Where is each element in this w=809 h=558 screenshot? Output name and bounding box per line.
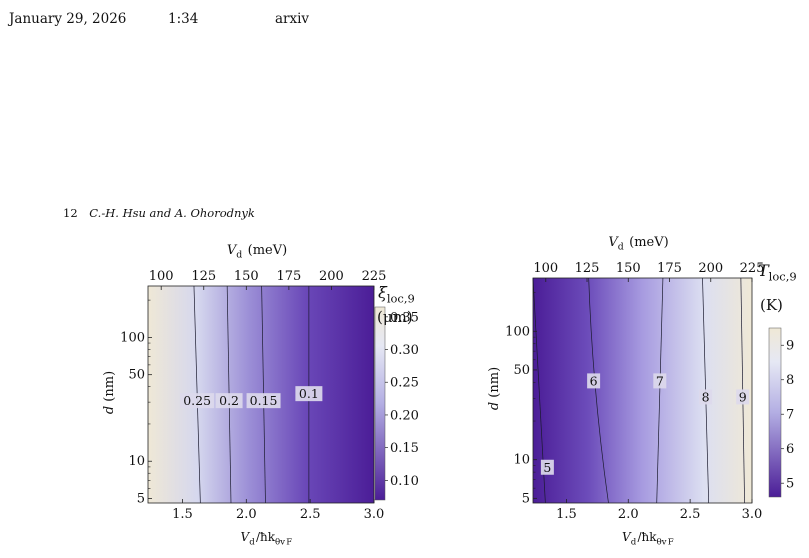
running-head-authors: C.-H. Hsu and A. Ohorodnyk bbox=[89, 206, 255, 220]
contour-label-6: 6 bbox=[590, 373, 598, 388]
contour-line-5 bbox=[532, 277, 546, 504]
heatmap-field bbox=[533, 278, 752, 503]
colorbar-tick-label: 5 bbox=[786, 477, 794, 492]
colorbar-unit: (μm) bbox=[377, 308, 413, 326]
colorbar-title: ξloc,9 bbox=[378, 283, 416, 305]
running-head: 12 C.-H. Hsu and A. Ohorodnyk bbox=[63, 206, 255, 220]
top-tick-label: 100 bbox=[149, 269, 174, 284]
top-tick-label: 100 bbox=[533, 261, 558, 276]
contour-label-bg-0.25 bbox=[180, 393, 215, 409]
contour-label-bg-5 bbox=[540, 459, 554, 475]
y-tick-label: 10 bbox=[513, 453, 530, 468]
y-tick-label: 10 bbox=[128, 454, 145, 469]
contour-label-0.25: 0.25 bbox=[183, 393, 211, 408]
y-tick-label: 50 bbox=[513, 363, 530, 378]
colorbar-tick-label: 7 bbox=[786, 408, 794, 423]
bottom-tick-label: 2.0 bbox=[618, 507, 639, 522]
page-number: 12 bbox=[63, 206, 78, 220]
y-tick-label: 100 bbox=[505, 324, 530, 339]
colorbar-tick-label: 6 bbox=[786, 442, 794, 457]
colorbar-tick-label: 0.20 bbox=[390, 408, 419, 423]
plot-frame bbox=[147, 285, 375, 504]
header-date: January 29, 2026 bbox=[9, 11, 126, 27]
contour-label-9: 9 bbox=[739, 389, 747, 404]
top-tick-label: 225 bbox=[740, 261, 765, 276]
bottom-tick-label: 3.0 bbox=[364, 507, 385, 522]
header-label-text: arxiv bbox=[275, 11, 310, 27]
header-label: arxiv bbox=[275, 11, 309, 27]
colorbar-tick-label: 8 bbox=[786, 373, 794, 388]
contour-label-bg-0.15 bbox=[246, 393, 281, 409]
top-tick-label: 125 bbox=[191, 269, 216, 284]
bottom-tick-label: 1.5 bbox=[172, 507, 193, 522]
y-tick-label: 50 bbox=[128, 368, 145, 383]
chart-panel-2: 5 6 7 8 9 1.5 2.0 2.5 3.0 Vd /ħkθv F 100 125 150 175… bbox=[487, 235, 798, 547]
colorbar-tick-label: 0.10 bbox=[390, 474, 419, 489]
y-tick-label: 5 bbox=[522, 491, 530, 506]
colorbar-unit: (K) bbox=[760, 296, 783, 314]
colorbar-tick-label: 0.30 bbox=[390, 343, 419, 358]
contour-label-bg-0.1 bbox=[295, 386, 323, 402]
header-time: 1:34 bbox=[168, 11, 198, 27]
top-tick-label: 200 bbox=[698, 261, 723, 276]
contour-label-7: 7 bbox=[656, 373, 664, 388]
y-axis-label: d (nm) bbox=[102, 371, 117, 414]
colorbar-tick-label: 0.15 bbox=[390, 441, 419, 456]
header-date-text: January 29, 2026 bbox=[9, 11, 127, 27]
chart-panel-1: 0.25 0.2 0.15 0.11.5 2.0 2.5 3.0Vd /ħkθv F 100… bbox=[102, 243, 419, 547]
bottom-tick-label: 2.0 bbox=[236, 507, 257, 522]
contour-label-bg-7 bbox=[653, 373, 667, 389]
contour-label-0.2: 0.2 bbox=[219, 393, 239, 408]
contour-label-bg-6 bbox=[587, 373, 601, 389]
contour-line-6 bbox=[588, 277, 609, 504]
contour-label-0.1: 0.1 bbox=[299, 386, 319, 401]
bottom-tick-label: 1.5 bbox=[556, 507, 577, 522]
top-tick-label: 175 bbox=[276, 269, 301, 284]
contour-label-8: 8 bbox=[702, 389, 710, 404]
colorbar-tick-label: 9 bbox=[786, 339, 794, 354]
top-tick-label: 225 bbox=[362, 269, 387, 284]
bottom-axis-label: Vd /ħkθv F bbox=[622, 530, 675, 547]
contour-label-bg-0.2 bbox=[215, 393, 243, 409]
bottom-tick-label: 2.5 bbox=[680, 507, 701, 522]
top-tick-label: 150 bbox=[234, 269, 259, 284]
header-time-text: 1:34 bbox=[168, 11, 199, 27]
top-axis-label: Vd (meV) bbox=[608, 235, 668, 253]
contour-label-0.15: 0.15 bbox=[250, 393, 278, 408]
bottom-axis-label: Vd /ħkθv F bbox=[241, 530, 294, 547]
colorbar-tick-label: 0.35 bbox=[390, 310, 419, 325]
top-axis-label: Vd (meV) bbox=[227, 243, 287, 261]
contour-label-5: 5 bbox=[543, 460, 551, 475]
contour-label-bg-9 bbox=[736, 389, 750, 405]
bottom-tick-label: 3.0 bbox=[742, 507, 763, 522]
top-tick-label: 150 bbox=[616, 261, 641, 276]
y-tick-label: 5 bbox=[137, 492, 145, 507]
colorbar-tick-label: 0.25 bbox=[390, 376, 419, 391]
y-axis-label: d (nm) bbox=[487, 367, 502, 410]
colorbar bbox=[374, 306, 386, 501]
bottom-tick-label: 2.5 bbox=[300, 507, 321, 522]
contour-line-7 bbox=[656, 277, 664, 504]
top-tick-label: 125 bbox=[575, 261, 600, 276]
y-tick-label: 100 bbox=[120, 330, 145, 345]
top-tick-label: 200 bbox=[319, 269, 344, 284]
colorbar-title: Tloc,9 bbox=[758, 261, 798, 283]
contour-label-bg-8 bbox=[699, 389, 713, 405]
top-tick-label: 175 bbox=[657, 261, 682, 276]
plot-frame bbox=[532, 277, 753, 504]
colorbar bbox=[768, 327, 782, 498]
